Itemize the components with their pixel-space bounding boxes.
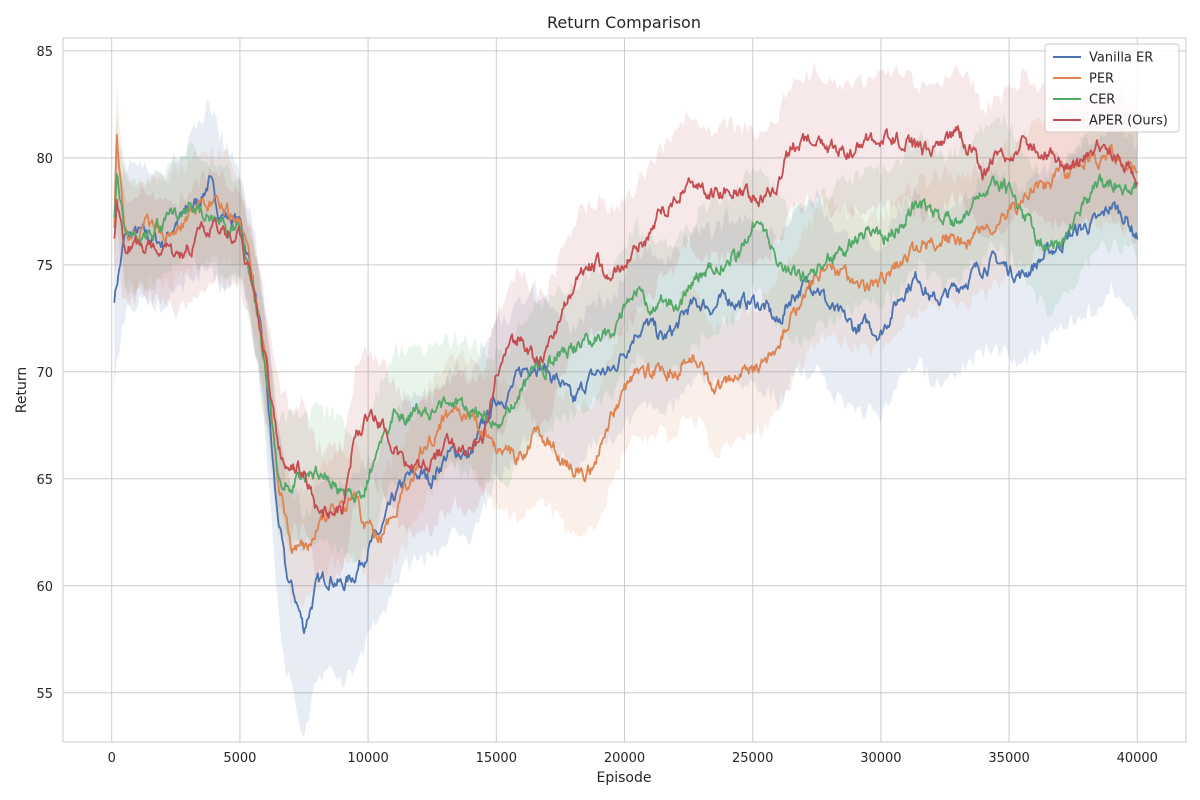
x-tick-label: 20000: [604, 751, 645, 766]
legend-box: [1044, 43, 1180, 133]
y-axis-label: Return: [14, 367, 30, 413]
x-tick-label: 30000: [860, 751, 901, 766]
legend-label-aper-ours: APER (Ours): [1089, 114, 1168, 129]
y-tick-label: 80: [36, 152, 53, 167]
y-tick-label: 65: [36, 473, 53, 488]
x-axis-ticks: 0 5000 10000 15000 20000 25000 30000 35000 40000: [108, 751, 1158, 766]
band-vanilla-er: [114, 99, 1138, 738]
x-tick-label: 25000: [732, 751, 773, 766]
chart-title: Return Comparison: [547, 13, 701, 32]
y-tick-label: 85: [36, 45, 53, 60]
y-tick-label: 55: [36, 687, 53, 702]
legend-label-per: PER: [1089, 72, 1114, 87]
series-lines: [113, 125, 1139, 635]
legend-label-cer: CER: [1089, 93, 1115, 108]
x-axis-label: Episode: [597, 770, 652, 786]
x-tick-label: 0: [108, 751, 116, 766]
legend: Vanilla ER PER CER APER (Ours): [1044, 43, 1180, 133]
x-tick-label: 10000: [347, 751, 388, 766]
grid-lines: [63, 38, 1186, 742]
y-tick-label: 75: [36, 259, 53, 274]
legend-label-vanilla-er: Vanilla ER: [1089, 51, 1153, 66]
y-axis-ticks: 55 60 65 70 75 80 85: [36, 45, 53, 702]
line-cer: [113, 173, 1138, 503]
x-tick-label: 35000: [988, 751, 1029, 766]
x-tick-label: 5000: [223, 751, 256, 766]
x-tick-label: 15000: [476, 751, 517, 766]
x-tick-label: 40000: [1117, 751, 1158, 766]
band-cer: [114, 106, 1138, 564]
band-per: [114, 82, 1138, 610]
line-aper-ours: [113, 125, 1139, 519]
y-tick-label: 60: [36, 580, 53, 595]
line-vanilla-er: [113, 175, 1139, 635]
y-tick-label: 70: [36, 366, 53, 381]
line-per: [113, 133, 1138, 554]
band-aper-ours: [114, 61, 1138, 585]
confidence-bands: [114, 61, 1138, 738]
